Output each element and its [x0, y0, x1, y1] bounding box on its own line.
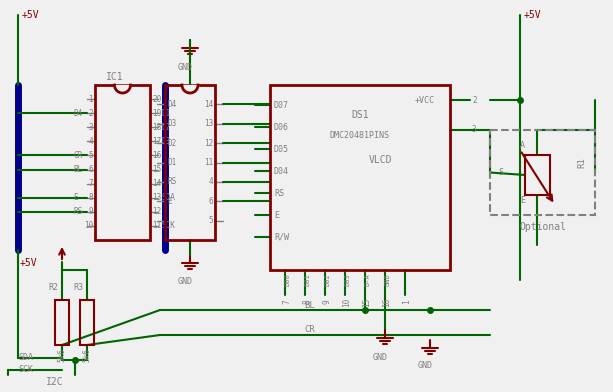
Text: 15: 15	[152, 165, 161, 174]
Text: D1: D1	[167, 158, 177, 167]
Text: GND: GND	[373, 352, 388, 361]
Text: 5k6: 5k6	[57, 348, 66, 362]
Text: D4: D4	[167, 100, 177, 109]
Text: 14: 14	[152, 179, 161, 188]
Text: 8: 8	[302, 300, 311, 304]
Text: 13: 13	[204, 119, 213, 128]
Text: SDA: SDA	[18, 354, 33, 363]
Text: 12: 12	[152, 207, 161, 216]
Text: 7: 7	[282, 300, 291, 304]
Text: 1: 1	[88, 94, 93, 103]
Text: Optional: Optional	[519, 222, 566, 232]
Bar	[525, 155, 550, 195]
Text: 18: 18	[152, 123, 161, 132]
Text: D1: D1	[162, 109, 171, 118]
Bar	[490, 130, 595, 215]
Text: D3: D3	[167, 119, 177, 128]
Text: D05: D05	[274, 145, 289, 154]
Text: 16: 16	[152, 151, 161, 160]
Text: 10: 10	[84, 221, 93, 230]
Text: GND: GND	[385, 274, 391, 287]
Text: SCK: SCK	[18, 365, 33, 374]
Text: SCK: SCK	[162, 221, 176, 230]
Text: D06: D06	[274, 123, 289, 131]
Text: 4: 4	[208, 177, 213, 186]
Text: 20: 20	[152, 94, 161, 103]
Text: 6: 6	[88, 165, 93, 174]
Bar	[270, 85, 450, 270]
Text: +5V: +5V	[524, 10, 542, 20]
Text: DS1: DS1	[351, 110, 369, 120]
Text: D03: D03	[345, 274, 351, 287]
Text: 12: 12	[204, 139, 213, 148]
Text: 7: 7	[88, 179, 93, 188]
Text: D02: D02	[325, 274, 331, 287]
Text: VLCD: VLCD	[368, 155, 392, 165]
Text: 1: 1	[402, 300, 411, 304]
Text: R3: R3	[73, 283, 83, 292]
Text: 9: 9	[88, 207, 93, 216]
Text: +VCC: +VCC	[415, 96, 435, 105]
Bar	[80, 300, 94, 345]
Text: 16: 16	[382, 298, 391, 307]
Text: E: E	[520, 196, 525, 205]
Text: 8: 8	[88, 193, 93, 202]
Text: DMC20481PINS: DMC20481PINS	[330, 131, 390, 140]
Text: +5V: +5V	[22, 10, 40, 20]
Text: D3: D3	[162, 137, 171, 146]
Text: 17: 17	[152, 137, 161, 146]
Text: E: E	[167, 197, 172, 206]
Text: 4: 4	[88, 137, 93, 146]
Text: CR: CR	[73, 151, 82, 160]
Text: E: E	[73, 193, 78, 202]
Text: SDA: SDA	[162, 193, 176, 202]
Text: RS: RS	[274, 189, 284, 198]
Text: R1: R1	[577, 157, 586, 168]
Text: 2: 2	[88, 109, 93, 118]
Text: 9: 9	[322, 300, 331, 304]
Text: R2: R2	[48, 283, 58, 292]
Text: 10: 10	[342, 298, 351, 307]
Text: D2: D2	[162, 123, 171, 132]
Text: D01: D01	[305, 274, 311, 287]
Text: +5V: +5V	[20, 258, 37, 268]
Text: BL: BL	[73, 165, 82, 174]
Text: BL: BL	[305, 301, 315, 310]
Text: GND: GND	[178, 278, 193, 287]
Text: D4: D4	[73, 109, 82, 118]
Text: I2C: I2C	[46, 377, 64, 387]
Text: 3: 3	[88, 123, 93, 132]
Bar	[165, 85, 215, 240]
Text: R/W: R/W	[274, 232, 289, 241]
Text: D2: D2	[167, 139, 177, 148]
Text: 19: 19	[152, 109, 161, 118]
Text: 5k6: 5k6	[82, 348, 91, 362]
Text: 5: 5	[88, 151, 93, 160]
Text: 5: 5	[208, 216, 213, 225]
Text: 6: 6	[208, 197, 213, 206]
Text: E: E	[274, 211, 279, 220]
Text: GND: GND	[178, 62, 193, 71]
Text: D07: D07	[274, 100, 289, 109]
Text: RS: RS	[167, 177, 177, 186]
Text: RS: RS	[73, 207, 82, 216]
Text: 2: 2	[472, 96, 477, 105]
Text: S: S	[498, 168, 503, 177]
Text: CR: CR	[305, 325, 315, 334]
Text: D-A: D-A	[365, 274, 371, 287]
Bar	[95, 85, 150, 240]
Text: IC1: IC1	[105, 72, 123, 82]
Text: 15: 15	[362, 298, 371, 307]
Bar	[55, 300, 69, 345]
Text: 14: 14	[204, 100, 213, 109]
Text: D04: D04	[274, 167, 289, 176]
Text: 11: 11	[152, 221, 161, 230]
Text: D00: D00	[285, 274, 291, 287]
Text: 11: 11	[204, 158, 213, 167]
Text: 3: 3	[472, 125, 477, 134]
Text: GND: GND	[418, 361, 433, 370]
Text: 13: 13	[152, 193, 161, 202]
Text: A: A	[520, 140, 525, 149]
